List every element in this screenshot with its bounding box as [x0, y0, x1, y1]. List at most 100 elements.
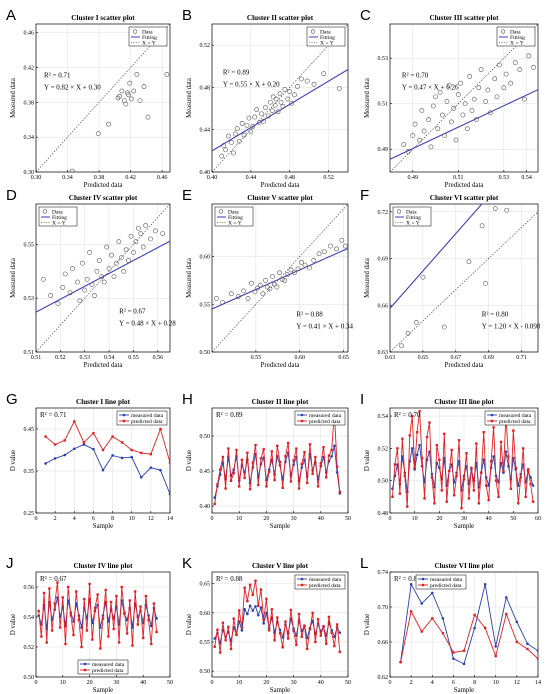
- measured-point: [526, 642, 529, 646]
- predicted-point: [109, 600, 113, 604]
- data-point: [295, 266, 301, 272]
- x-tick-label: 40: [318, 516, 324, 522]
- identity-line: [390, 24, 538, 172]
- measured-point: [516, 484, 520, 487]
- plot-area: [399, 582, 538, 666]
- plot-frame: [35, 407, 171, 514]
- data-point: [292, 270, 297, 276]
- predicted-point: [431, 617, 434, 620]
- legend-label-identity: X = Y: [510, 41, 524, 47]
- plot-frame: [211, 203, 349, 353]
- legend-label-predicted: predicted data: [309, 583, 341, 589]
- x-tick-label: 20: [87, 680, 93, 686]
- panel-letter: G: [6, 391, 18, 408]
- measured-point: [44, 462, 47, 465]
- data-point: [254, 107, 260, 113]
- data-point: [152, 228, 158, 234]
- data-point: [95, 131, 101, 137]
- equation-label: Y = 0.48 × X + 0.28: [119, 320, 176, 328]
- predicted-point: [406, 505, 409, 508]
- equation-label: Y = 0.41 × X + 0.34: [296, 322, 353, 330]
- predicted-point: [297, 487, 301, 490]
- predicted-point: [66, 585, 70, 589]
- series-line-predicted: [45, 420, 170, 463]
- data-point: [487, 110, 493, 116]
- measured-point: [256, 613, 260, 617]
- predicted-point: [229, 647, 233, 651]
- predicted-point: [224, 639, 227, 642]
- legend-dot-measured: [122, 413, 126, 417]
- y-tick-label: 0.45: [24, 427, 35, 433]
- panel-i: I Cluster III line plot 0 10 20 30 40 50 60 0.48 0…: [360, 391, 541, 530]
- legend-box: [294, 410, 346, 426]
- data-point: [316, 251, 322, 257]
- legend-dot-measured: [83, 662, 87, 666]
- predicted-point: [278, 632, 282, 635]
- legend-square-predicted: [122, 419, 126, 423]
- r-squared-label: R² = 0.71: [44, 71, 71, 79]
- predicted-point: [433, 502, 436, 505]
- r-squared-label: R² = 0.89: [223, 68, 250, 76]
- predicted-point: [284, 455, 287, 458]
- y-tick-label: 0.66: [378, 303, 389, 309]
- predicted-point: [519, 476, 522, 479]
- measured-point: [265, 611, 268, 615]
- measured-point: [418, 443, 421, 447]
- data-point: [273, 96, 279, 102]
- predicted-point: [489, 460, 493, 463]
- data-point: [275, 109, 281, 115]
- x-tick-label: 0.65: [338, 355, 349, 361]
- r-squared-label: R² = 0.88: [216, 575, 243, 583]
- x-tick-label: 40: [140, 680, 146, 686]
- measured-point: [155, 617, 158, 620]
- plot-frame: [389, 571, 539, 678]
- y-tick-label: 0.74: [378, 570, 389, 576]
- x-tick-label: 0.65: [418, 355, 429, 361]
- predicted-point: [450, 448, 453, 452]
- legend-label-identity: X = Y: [228, 221, 242, 227]
- predicted-point: [465, 452, 468, 455]
- data-point: [274, 284, 280, 290]
- predicted-point: [238, 485, 241, 488]
- legend-label-identity: X = Y: [406, 221, 420, 227]
- x-tick-label: 0.54: [521, 175, 532, 181]
- y-tick-label: 0.50: [378, 479, 389, 485]
- legend-marker-data: [500, 29, 506, 34]
- predicted-point: [492, 426, 495, 429]
- legend-box: [392, 206, 432, 227]
- predicted-point: [53, 602, 56, 605]
- predicted-point: [243, 476, 246, 480]
- legend-label-measured: measured data: [499, 413, 532, 419]
- data-point: [444, 99, 450, 104]
- predicted-point: [420, 630, 423, 633]
- data-point: [321, 249, 327, 255]
- y-tick-label: 0.66: [378, 640, 389, 646]
- measured-point: [159, 468, 162, 472]
- y-axis-label: D value: [186, 614, 193, 635]
- predicted-point: [393, 463, 397, 466]
- predicted-point: [101, 448, 105, 452]
- series-line-predicted: [392, 411, 534, 509]
- data-point: [401, 142, 407, 148]
- data-point: [121, 268, 127, 274]
- predicted-point: [259, 588, 263, 591]
- data-point: [255, 285, 261, 291]
- data-point: [453, 137, 459, 143]
- plot-area: [44, 420, 170, 496]
- predicted-point: [428, 421, 431, 424]
- predicted-point: [75, 590, 78, 593]
- data-point: [442, 133, 448, 138]
- x-tick-label: 0.67: [451, 355, 462, 361]
- chart-title: Cluster V scatter plot: [247, 194, 313, 202]
- panel-letter: L: [360, 555, 368, 572]
- fitting-line: [390, 204, 483, 309]
- plot-area: [36, 24, 170, 172]
- predicted-point: [467, 497, 471, 500]
- r-squared-label: R² = 0.67: [119, 308, 146, 316]
- y-tick-label: 0.50: [24, 675, 35, 681]
- y-tick-label: 0.51: [24, 350, 35, 356]
- data-point: [279, 277, 285, 282]
- data-point: [339, 237, 345, 243]
- legend-label-fitting: Fitting: [142, 35, 157, 41]
